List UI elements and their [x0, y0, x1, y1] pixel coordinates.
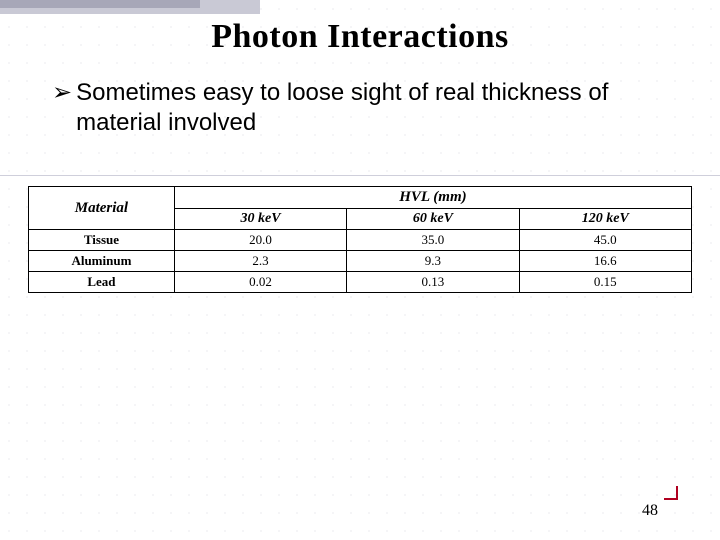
bullet-glyph-icon: ➢ — [52, 78, 72, 108]
cell-al-60: 9.3 — [347, 251, 519, 272]
cell-tissue-30: 20.0 — [174, 230, 346, 251]
col-120kev: 120 keV — [519, 209, 691, 230]
row-label-aluminum: Aluminum — [29, 251, 175, 272]
cell-tissue-120: 45.0 — [519, 230, 691, 251]
slide-content: Photon Interactions ➢ Sometimes easy to … — [0, 0, 720, 540]
col-60kev: 60 keV — [347, 209, 519, 230]
row-label-lead: Lead — [29, 272, 175, 293]
page-number: 48 — [642, 502, 658, 520]
corner-mark-icon — [664, 486, 678, 500]
bullet-text: Sometimes easy to loose sight of real th… — [76, 78, 668, 138]
slide-title: Photon Interactions — [0, 18, 720, 56]
header-hvl: HVL (mm) — [174, 187, 691, 209]
cell-tissue-60: 35.0 — [347, 230, 519, 251]
table-row: Tissue 20.0 35.0 45.0 — [29, 230, 692, 251]
table-header-row: Material HVL (mm) — [29, 187, 692, 209]
row-label-tissue: Tissue — [29, 230, 175, 251]
table-row: Aluminum 2.3 9.3 16.6 — [29, 251, 692, 272]
header-material: Material — [29, 187, 175, 230]
cell-pb-60: 0.13 — [347, 272, 519, 293]
cell-al-30: 2.3 — [174, 251, 346, 272]
hvl-table-container: Material HVL (mm) 30 keV 60 keV 120 keV … — [28, 186, 692, 293]
col-30kev: 30 keV — [174, 209, 346, 230]
hvl-table: Material HVL (mm) 30 keV 60 keV 120 keV … — [28, 186, 692, 293]
bullet-item: ➢ Sometimes easy to loose sight of real … — [52, 78, 668, 138]
cell-al-120: 16.6 — [519, 251, 691, 272]
cell-pb-120: 0.15 — [519, 272, 691, 293]
table-row: Lead 0.02 0.13 0.15 — [29, 272, 692, 293]
divider-line — [0, 175, 720, 176]
cell-pb-30: 0.02 — [174, 272, 346, 293]
